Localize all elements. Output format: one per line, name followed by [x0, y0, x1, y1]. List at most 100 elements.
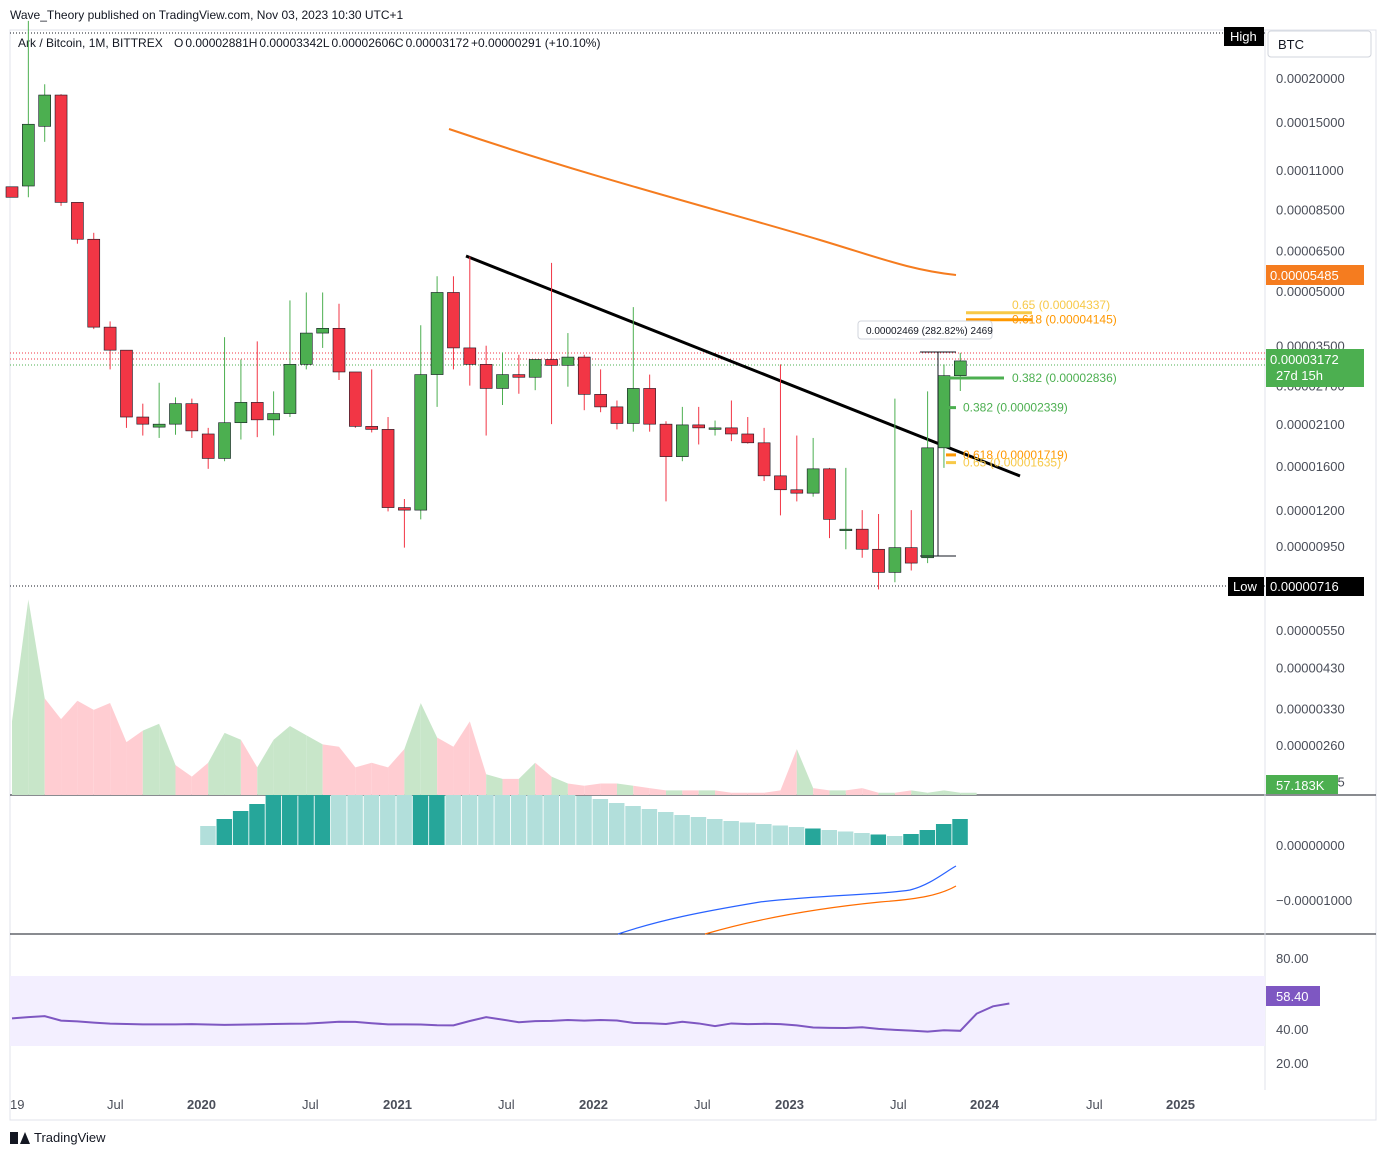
macd-hist-bar — [576, 796, 592, 845]
candle-body — [430, 292, 444, 375]
candle — [299, 292, 313, 370]
candle-body — [316, 328, 329, 334]
last-price-badge — [1266, 349, 1364, 387]
price-tick: 0.00001600 — [1276, 459, 1345, 474]
candle — [774, 364, 787, 516]
high-badge-text: High — [1230, 29, 1257, 44]
fib-label: 0.65 (0.00004337) — [1012, 298, 1110, 312]
volume-bar — [911, 790, 928, 795]
macd-hist-bar — [412, 795, 429, 845]
volume-bar — [273, 726, 290, 795]
volume-bar — [943, 790, 961, 795]
candle-body — [594, 394, 607, 408]
candle-body — [741, 433, 755, 444]
macd-line — [617, 865, 957, 935]
volume-value: 57.183K — [1276, 778, 1325, 793]
volume-bar — [371, 762, 389, 795]
candle — [561, 333, 575, 387]
volume-bar — [780, 749, 797, 795]
candle — [855, 510, 869, 558]
tradingview-logo[interactable]: TradingView — [10, 1130, 106, 1145]
price-tick: 0.00001200 — [1276, 503, 1345, 518]
fib-label: 0.618 (0.00001719) — [963, 448, 1068, 462]
ma-badge — [1266, 265, 1364, 285]
candle — [610, 400, 624, 430]
fib-label: 0.618 (0.00004145) — [1012, 313, 1117, 327]
candle-body — [447, 292, 460, 349]
candle — [316, 292, 329, 348]
candle-body — [22, 123, 35, 187]
currency-button[interactable]: BTC — [1267, 30, 1372, 58]
volume-bar — [208, 732, 225, 795]
axis-badges: High Low 0.00000716 0.00005485 0.0000317227d… — [1224, 27, 1364, 1006]
macd-hist-bar — [641, 809, 658, 845]
macd-hist-bar — [919, 830, 936, 845]
volume-bar — [731, 792, 748, 795]
candle — [234, 359, 248, 440]
rsi-band — [10, 976, 1265, 1046]
macd-tick: −0.00001000 — [1276, 893, 1352, 908]
time-tick: Jul — [1086, 1097, 1103, 1112]
candle — [54, 94, 68, 206]
time-axis[interactable]: 19 Jul 2020 Jul 2021 Jul 2022 Jul 2023 Jul 2024 Jul… — [10, 1097, 1195, 1112]
candle — [218, 337, 231, 462]
currency-label: BTC — [1278, 37, 1304, 52]
macd-hist-bar — [903, 834, 919, 845]
volume-bar — [535, 762, 552, 795]
candle — [169, 397, 182, 435]
macd-hist-bar — [739, 822, 756, 845]
volume-bar — [44, 698, 62, 795]
candle-body — [71, 202, 84, 240]
candle-body — [806, 468, 820, 494]
candle-body — [201, 433, 215, 459]
fib-levels[interactable]: 0.65 (0.00004337)0.618 (0.00004145) 0.382… — [946, 298, 1117, 470]
candle-body — [381, 429, 395, 508]
candle — [692, 406, 706, 445]
fib-label: 0.382 (0.00002836) — [1012, 371, 1117, 385]
candle — [349, 371, 362, 428]
volume-bar — [764, 790, 781, 795]
volume-bar — [159, 723, 176, 795]
candle-body — [904, 547, 918, 564]
candle-body — [185, 403, 199, 432]
price-tick: 0.00005000 — [1276, 284, 1345, 299]
macd-hist-bar — [200, 826, 216, 845]
candle-body — [267, 413, 280, 421]
symbol-line: Ark / Bitcoin, 1M, BITTREX — [18, 36, 163, 50]
macd-hist-bar — [625, 806, 641, 845]
last-price: 0.00003172 — [1270, 352, 1339, 367]
volume-bar — [306, 735, 323, 795]
macd-hist-bar — [527, 795, 543, 845]
price-axis[interactable]: 0.00020000 0.00015000 0.00011000 0.00008500… — [1276, 71, 1345, 790]
candle — [545, 262, 558, 425]
price-tick: 0.00011000 — [1276, 163, 1344, 178]
price-tick: 0.00020000 — [1276, 71, 1345, 86]
volume-bar — [862, 788, 879, 795]
macd-hist-bar — [559, 795, 576, 845]
volume-bar — [567, 783, 585, 795]
volume-bar — [355, 762, 372, 795]
ohlc-values: O 0.00002881H 0.00003342L 0.00002606C 0.0000… — [174, 36, 600, 50]
candle-body — [659, 423, 673, 457]
candle — [22, 20, 35, 198]
candle — [152, 382, 166, 438]
volume-bar — [175, 765, 192, 795]
price-tick: 0.00015000 — [1276, 115, 1345, 130]
measure-tool[interactable]: 0.00002469 (282.82%) 2469 — [857, 320, 993, 557]
rsi-tick: 20.00 — [1276, 1056, 1309, 1071]
macd-hist-bar — [363, 795, 380, 845]
candle-body — [87, 238, 101, 328]
price-tick: 0.00000260 — [1276, 738, 1345, 753]
candle-body — [5, 186, 19, 198]
volume-bar — [110, 703, 127, 795]
candle-body — [823, 468, 836, 520]
candle — [250, 341, 264, 438]
candle-body — [398, 507, 411, 511]
ma-value: 0.00005485 — [1270, 268, 1339, 283]
macd-hist-bar — [592, 799, 609, 845]
candle-body — [332, 328, 346, 373]
candle-body — [626, 388, 640, 424]
candle-body — [169, 403, 182, 425]
candle-body — [512, 374, 526, 378]
